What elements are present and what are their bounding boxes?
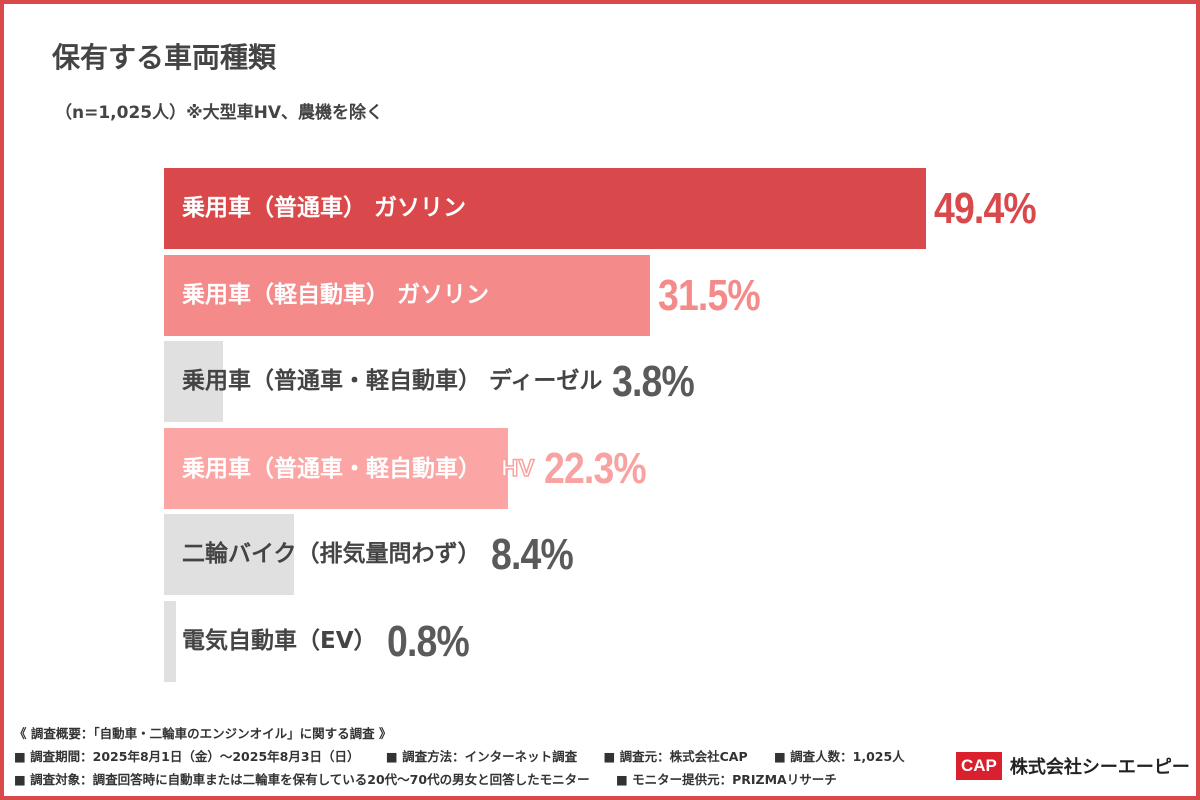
logo-name: 株式会社シーエーピー [1009, 757, 1190, 778]
hv-tag: HV [500, 454, 535, 483]
category-text: 乗用車（普通車） ガソリン [182, 195, 467, 221]
bar [164, 427, 508, 509]
value-label: 49.4% [934, 184, 1037, 233]
chart-subtitle: （n=1,025人）※大型車HV、農機を除く [55, 103, 384, 123]
survey-provider: ■ モニター提供元：PRIZMAリサーチ [615, 772, 837, 787]
bar-label: 乗用車（軽自動車） ガソリン [182, 255, 489, 336]
bar-label: 乗用車（普通車） ガソリン [182, 168, 466, 249]
category-text: 電気自動車（EV） [182, 627, 377, 654]
survey-method: ■ 調査方法：インターネット調査 [385, 749, 578, 764]
value-label: 3.8% [612, 357, 695, 406]
bar-label: 乗用車（普通車・軽自動車） HV [182, 428, 535, 509]
category-text: 乗用車（普通車・軽自動車） [182, 455, 481, 482]
company-logo: CAP 株式会社シーエーピー [956, 752, 1190, 780]
bar [164, 341, 223, 422]
category-text: 乗用車（普通車・軽自動車） ディーゼル [182, 368, 603, 394]
bar-label: 乗用車（普通車・軽自動車） ディーゼル [182, 341, 602, 422]
value-label: 8.4% [490, 530, 574, 579]
survey-footer: 《 調査概要：「自動車・二輪車のエンジンオイル」に関する調査 》 ■ 調査期間：… [14, 722, 905, 791]
bar-label: 電気自動車（EV） [182, 601, 377, 682]
value-label: 31.5% [657, 270, 761, 320]
bar [164, 254, 650, 336]
bar [164, 600, 177, 682]
survey-target: ■ 調査対象：調査回答時に自動車または二輪車を保有している20代～70代の男女と… [14, 772, 590, 787]
survey-line-1: ■ 調査期間：2025年8月1日（金）～2025年8月3日（日） ■ 調査方法：… [14, 745, 905, 768]
bar [164, 168, 926, 249]
value-label: 22.3% [544, 443, 647, 493]
value-label: 0.8% [386, 616, 470, 666]
category-text: 乗用車（軽自動車） ガソリン [182, 281, 490, 308]
chart-title: 保有する車両種類 [52, 41, 277, 74]
survey-overview: 《 調査概要：「自動車・二輪車のエンジンオイル」に関する調査 》 [14, 726, 392, 741]
category-text: 二輪バイク（排気量問わず） [182, 541, 481, 567]
bar-label: 二輪バイク（排気量問わず） [182, 514, 481, 595]
bar [164, 514, 294, 595]
survey-source: ■ 調査元：株式会社CAP [603, 749, 748, 764]
survey-period: ■ 調査期間：2025年8月1日（金）～2025年8月3日（日） [14, 749, 360, 764]
survey-count: ■ 調査人数：1,025人 [773, 749, 905, 764]
logo-mark: CAP [956, 752, 1002, 780]
survey-line-2: ■ 調査対象：調査回答時に自動車または二輪車を保有している20代～70代の男女と… [14, 768, 905, 791]
